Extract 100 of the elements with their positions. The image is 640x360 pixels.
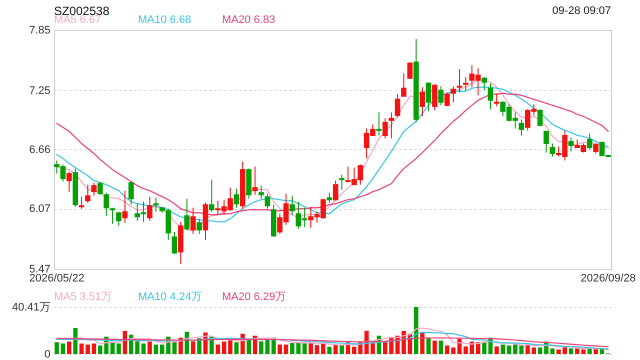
candlestick xyxy=(104,192,110,216)
bar xyxy=(116,344,121,354)
bar xyxy=(67,342,72,354)
candlestick xyxy=(463,76,468,91)
candlestick xyxy=(426,82,432,112)
bar xyxy=(482,342,486,354)
candlestick xyxy=(444,92,450,107)
candlestick xyxy=(432,84,438,111)
bar xyxy=(308,342,313,354)
bar xyxy=(500,344,506,354)
candlestick xyxy=(537,108,543,127)
candlestick xyxy=(550,142,556,158)
candlestick xyxy=(388,112,394,139)
bar xyxy=(340,344,344,354)
candlestick xyxy=(172,231,178,254)
bar xyxy=(581,349,586,354)
x-tick-label: 2026/09/28 xyxy=(580,272,636,284)
bar xyxy=(154,344,158,354)
candlestick xyxy=(488,82,494,110)
bar xyxy=(494,346,499,354)
bar xyxy=(216,344,220,354)
bar xyxy=(296,342,301,354)
bar xyxy=(314,345,320,354)
y-tick-label: 40.41万 xyxy=(12,302,50,314)
bar xyxy=(333,344,338,354)
candlestick xyxy=(97,181,103,196)
bar xyxy=(506,346,512,354)
bar xyxy=(284,344,288,354)
bar xyxy=(79,344,84,354)
candlestick xyxy=(586,132,592,150)
text: 09-28 09:07 xyxy=(552,5,611,17)
line-series xyxy=(56,337,609,348)
bar xyxy=(587,348,592,354)
candlestick xyxy=(382,118,388,139)
candlestick xyxy=(78,196,84,210)
candlestick xyxy=(153,197,159,212)
bar xyxy=(222,342,226,354)
bar xyxy=(327,346,332,354)
bar xyxy=(246,340,252,354)
candlestick xyxy=(252,166,258,196)
candlestick xyxy=(326,192,332,204)
bar xyxy=(278,344,282,354)
candlestick xyxy=(332,180,338,202)
bar xyxy=(190,341,196,354)
text: MA5 6.67 xyxy=(54,14,102,26)
bar xyxy=(420,332,425,354)
bar xyxy=(141,344,146,354)
candlestick xyxy=(196,218,202,234)
bar xyxy=(73,328,78,354)
candlestick xyxy=(290,195,295,216)
y-tick-label: 6.07 xyxy=(29,203,50,216)
candlestick xyxy=(122,190,128,224)
candlestick xyxy=(401,72,406,97)
text: MA20 6.83 xyxy=(222,14,276,26)
candlestick xyxy=(234,188,240,208)
y-tick-label: 6.66 xyxy=(29,144,50,156)
candlestick xyxy=(518,118,524,136)
bar xyxy=(148,342,152,354)
bar xyxy=(538,347,542,354)
candlestick xyxy=(116,211,122,226)
candlestick xyxy=(494,92,500,107)
bar xyxy=(197,338,202,354)
candlestick xyxy=(339,174,344,190)
text: MA20 6.29万 xyxy=(222,291,286,303)
bar xyxy=(60,344,66,354)
bar xyxy=(302,344,307,354)
bar xyxy=(594,349,598,354)
bar xyxy=(513,344,518,354)
bar xyxy=(92,344,96,354)
candlestick xyxy=(184,198,190,230)
candlestick xyxy=(66,171,72,192)
bar xyxy=(234,342,239,354)
candlestick xyxy=(264,193,270,210)
bar xyxy=(228,340,232,354)
text: MA5 3.51万 xyxy=(54,291,112,303)
y-tick-label: 0 xyxy=(44,348,50,360)
candlestick xyxy=(128,181,134,206)
text: MA10 6.68 xyxy=(138,14,192,26)
line-series xyxy=(56,327,609,351)
bar xyxy=(290,342,294,354)
bar xyxy=(432,340,437,354)
candlestick xyxy=(482,76,487,91)
candlestick xyxy=(110,207,116,224)
candlestick xyxy=(376,112,382,136)
y-tick-label: 5.47 xyxy=(29,264,50,276)
line-series xyxy=(56,332,609,350)
candlestick xyxy=(456,68,462,93)
candlestick xyxy=(407,62,413,80)
bar xyxy=(321,344,326,354)
candlestick xyxy=(209,179,214,212)
x-tick-label: 2026/05/22 xyxy=(29,272,84,284)
candlestick xyxy=(147,196,152,222)
bar xyxy=(259,341,264,354)
candlestick xyxy=(394,94,400,118)
bar xyxy=(568,348,574,354)
candlestick xyxy=(91,182,97,196)
bar xyxy=(476,342,480,354)
candlestick xyxy=(568,136,574,152)
candlestick xyxy=(258,185,264,200)
candlestick xyxy=(544,130,549,154)
